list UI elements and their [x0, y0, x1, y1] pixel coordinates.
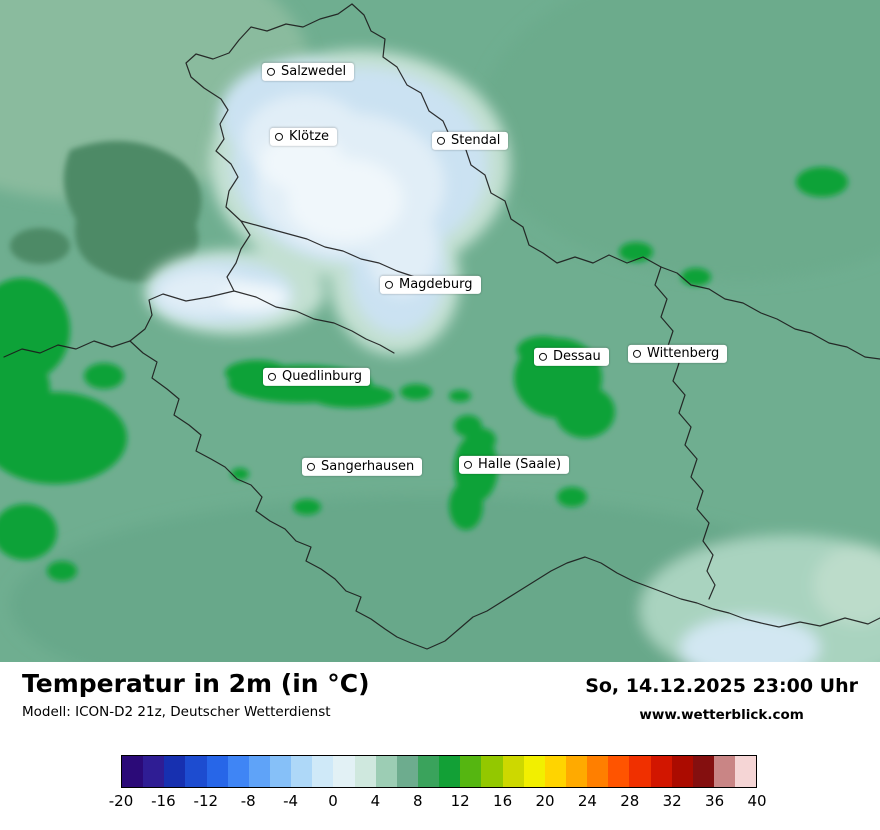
colorbar-block [650, 756, 672, 787]
city-label: Sangerhausen [321, 458, 415, 474]
city-label: Magdeburg [399, 276, 473, 292]
colorbar-block [608, 756, 630, 787]
city-dot-icon [633, 349, 641, 358]
colorbar-block [481, 756, 503, 787]
colorbar-tick: -12 [193, 792, 219, 810]
city-marker: Sangerhausen [302, 457, 423, 477]
colorbar-block [164, 756, 186, 787]
colorbar-block [523, 756, 545, 787]
colorbar-tick: 32 [662, 792, 682, 810]
datetime-label: So, 14.12.2025 23:00 Uhr [585, 675, 858, 697]
colorbar-tick: -16 [151, 792, 176, 810]
city-layer: Salzwedel Klötze Stendal Magdeburg Quedlinbu… [262, 62, 728, 477]
datetime-block: So, 14.12.2025 23:00 Uhr www.wetterblick… [585, 670, 858, 723]
city-dot-icon [307, 462, 315, 471]
colorbar-block [248, 756, 270, 787]
colorbar-ticks: -20 -16 -12 -8 -4 0 4 8 12 16 20 24 28 32 36 40 [109, 792, 767, 812]
colorbar-tick: 4 [370, 792, 381, 810]
city-label: Wittenberg [647, 345, 720, 361]
footer-panel: Temperatur in 2m (in °C) Modell: ICON-D2… [0, 662, 880, 830]
dark-green-patch [10, 141, 202, 282]
colorbar-tick: 20 [535, 792, 555, 810]
city-marker: Stendal [432, 131, 509, 151]
city-marker: Halle (Saale) [459, 455, 570, 475]
colorbar-block [185, 756, 207, 787]
page-title: Temperatur in 2m (in °C) [22, 669, 370, 698]
city-dot-icon [267, 67, 275, 76]
city-marker: Salzwedel [262, 62, 355, 82]
city-dot-icon [464, 460, 472, 469]
city-dot-icon [385, 280, 393, 289]
city-dot-icon [268, 372, 276, 381]
colorbar-block [587, 756, 609, 787]
website-label: www.wetterblick.com [639, 707, 804, 723]
colorbar-block [122, 756, 144, 787]
colorbar-block [206, 756, 228, 787]
colorbar: -20 -16 -12 -8 -4 0 4 8 12 16 20 24 28 32 36 40 [109, 755, 767, 812]
footer-header: Temperatur in 2m (in °C) Modell: ICON-D2… [0, 662, 880, 723]
colorbar-tick: 28 [620, 792, 640, 810]
city-dot-icon [275, 132, 283, 141]
state-borders [3, 3, 880, 650]
colorbar-tick: 0 [328, 792, 338, 810]
colorbar-block [671, 756, 693, 787]
colorbar-block [269, 756, 292, 787]
title-block: Temperatur in 2m (in °C) Modell: ICON-D2… [22, 669, 370, 720]
colorbar-block [312, 756, 334, 787]
city-label: Stendal [451, 132, 501, 148]
city-marker: Dessau [534, 347, 609, 367]
city-label: Quedlinburg [282, 368, 363, 384]
colorbar-tick: 36 [705, 792, 725, 810]
city-dot-icon [539, 352, 547, 361]
map-area: Salzwedel Klötze Stendal Magdeburg Quedlinbu… [0, 0, 880, 662]
temperature-map [0, 0, 880, 662]
model-info: Modell: ICON-D2 21z, Deutscher Wetterdie… [22, 703, 331, 720]
city-dot-icon [437, 136, 445, 145]
colorbar-tick: 24 [577, 792, 597, 810]
colorbar-blocks [121, 755, 757, 788]
colorbar-block [460, 756, 482, 787]
colorbar-block [354, 756, 376, 787]
colorbar-block [629, 756, 651, 787]
colorbar-block [735, 756, 757, 787]
colorbar-tick: 16 [493, 792, 513, 810]
colorbar-block [333, 756, 355, 787]
colorbar-block [692, 756, 714, 787]
colorbar-block [439, 756, 461, 787]
colorbar-block [396, 756, 418, 787]
city-label: Salzwedel [281, 63, 347, 79]
city-marker: Magdeburg [380, 275, 481, 295]
colorbar-block [417, 756, 440, 787]
colorbar-tick: 8 [413, 792, 423, 810]
city-marker: Quedlinburg [263, 367, 371, 387]
colorbar-block [375, 756, 397, 787]
colorbar-block [544, 756, 566, 787]
colorbar-block [565, 756, 588, 787]
colorbar-tick: -4 [283, 792, 299, 810]
colorbar-block [291, 756, 313, 787]
colorbar-block [227, 756, 249, 787]
colorbar-tick: 40 [747, 792, 767, 810]
colorbar-tick: -8 [240, 792, 256, 810]
colorbar-tick: 12 [450, 792, 470, 810]
city-label: Dessau [553, 348, 601, 364]
colorbar-tick: -20 [108, 792, 134, 810]
colorbar-block [143, 756, 165, 787]
city-label: Klötze [289, 128, 330, 144]
colorbar-block [502, 756, 524, 787]
colorbar-block [713, 756, 736, 787]
city-label: Halle (Saale) [478, 456, 562, 472]
city-marker: Klötze [270, 127, 338, 147]
city-marker: Wittenberg [628, 344, 728, 364]
cold-air-region [145, 50, 510, 355]
